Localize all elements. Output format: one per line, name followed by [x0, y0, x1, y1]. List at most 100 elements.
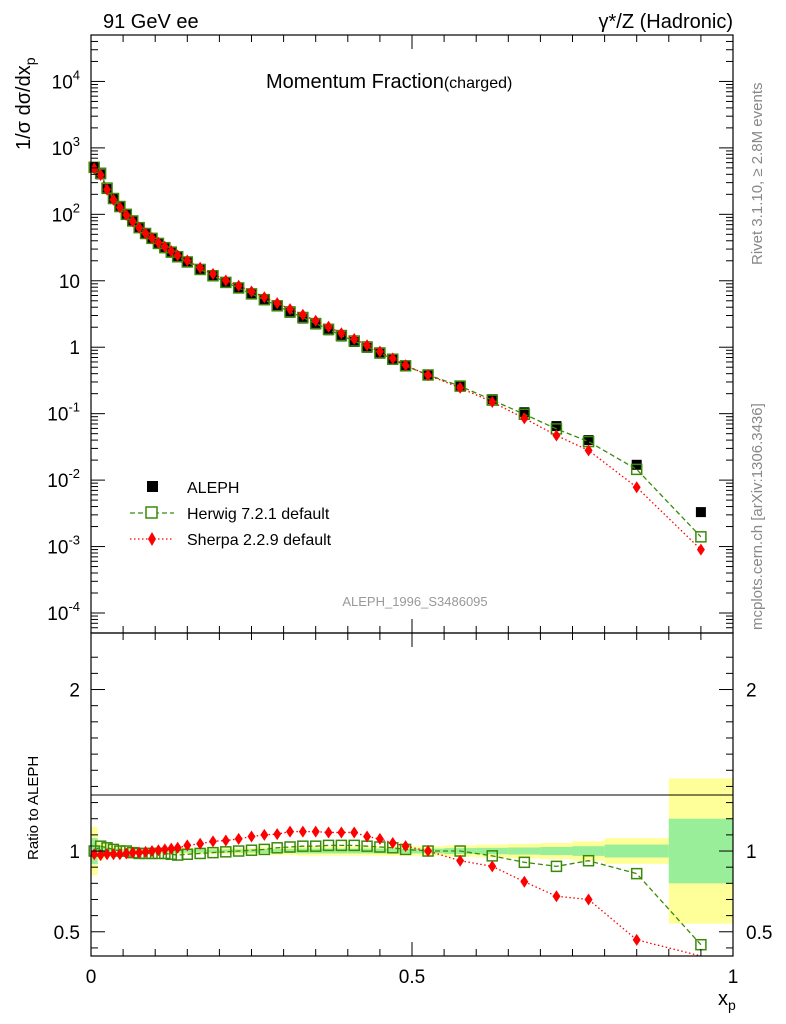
ratio-herwig-point: [232, 845, 245, 857]
ratio-sherpa-point: [247, 830, 256, 843]
main-sherpa-point: [115, 201, 124, 214]
main-sherpa-point: [324, 320, 333, 333]
main-aleph-point: [519, 407, 530, 418]
ratio-herwig-point: [309, 840, 322, 852]
x-tick-label: 0.5: [399, 967, 425, 988]
ratio-sherpa-point: [311, 825, 320, 838]
ratio-herwig-point: [207, 846, 219, 859]
ratio-herwig-point: [245, 844, 258, 856]
legend-marker-aleph: [147, 481, 158, 492]
ratio-sherpa-point: [96, 849, 105, 862]
main-panel: 10-4 10-3 10-2 10-1 1 10 102 103 104 Momentum Fr…: [13, 34, 734, 634]
x-tick-label: 0: [86, 967, 97, 988]
main-y-tick-label: 10: [59, 272, 80, 293]
ratio-sherpa-point: [160, 843, 169, 856]
x-tick-label: 1: [728, 967, 739, 988]
ratio-sherpa-point: [221, 834, 230, 847]
main-aleph-point: [695, 507, 706, 518]
main-sherpa-point: [160, 240, 169, 253]
legend: ALEPH Herwig 7.2.1 default Sherpa 2.2.9 …: [130, 480, 332, 549]
main-sherpa-point: [147, 232, 156, 245]
main-sherpa-point: [154, 236, 163, 249]
ratio-sherpa-point: [552, 890, 561, 903]
main-sherpa-point: [401, 359, 410, 372]
main-sherpa-point: [456, 381, 465, 394]
ratio-herwig-point: [297, 840, 309, 852]
legend-marker-herwig: [145, 506, 158, 519]
main-sherpa-point: [167, 245, 176, 258]
ratio-sherpa-point: [363, 830, 372, 843]
header-right-label: γ*/Z (Hadronic): [599, 11, 733, 33]
ratio-axis-ticks: 0.5 0.5 1 1 2 2 0 0.5 1: [54, 633, 772, 988]
ratio-sherpa-point: [632, 933, 641, 946]
main-herwig-line: [93, 166, 702, 538]
ratio-sherpa-line: [94, 830, 702, 957]
main-sherpa-point: [208, 267, 217, 280]
main-sherpa-point: [424, 369, 433, 382]
ratio-sherpa-point: [520, 875, 529, 888]
ratio-y-tick-label-left: 2: [69, 681, 80, 702]
ratio-band-stat: [193, 849, 207, 853]
main-y-tick-label: 10-4: [47, 599, 80, 625]
analysis-label: ALEPH_1996_S3486095: [342, 594, 487, 609]
ratio-sherpa-point: [135, 846, 144, 859]
ratio-herwig-point: [361, 840, 373, 852]
main-sherpa-point: [488, 395, 497, 408]
legend-marker-sherpa: [148, 532, 156, 546]
main-aleph-markers: [89, 162, 706, 518]
ratio-sherpa-point: [147, 845, 156, 858]
ratio-herwig-point: [335, 839, 348, 852]
rivet-label: Rivet 3.1.10, ≥ 2.8M events: [749, 83, 766, 266]
main-sherpa-point: [234, 279, 243, 292]
main-sherpa-point: [388, 352, 397, 365]
main-herwig-markers: [88, 161, 707, 543]
ratio-herwig-point: [348, 839, 360, 852]
ratio-band-stat: [219, 849, 233, 853]
ratio-sherpa-point: [234, 832, 243, 845]
ratio-sherpa-point: [103, 848, 112, 861]
ratio-sherpa-point: [128, 846, 137, 859]
legend-label-sherpa: Sherpa 2.2.9 default: [187, 532, 332, 549]
main-y-tick-label: 102: [52, 200, 80, 226]
main-title-sub: (charged): [444, 75, 512, 92]
ratio-herwig-point: [284, 841, 296, 853]
main-y-tick-label: 10-1: [47, 400, 80, 426]
ratio-herwig-point: [194, 847, 206, 860]
ratio-sherpa-point: [196, 837, 205, 850]
ratio-herwig-point: [518, 856, 531, 869]
ratio-sherpa-point: [208, 835, 217, 848]
ratio-herwig-point: [220, 846, 232, 858]
main-title-main: Momentum Fraction: [266, 71, 444, 93]
main-series-layer: [88, 161, 707, 556]
ratio-sherpa-point: [337, 826, 346, 839]
ratio-sherpa-point: [488, 860, 497, 873]
main-sherpa-point: [221, 274, 230, 287]
ratio-band-stat: [206, 849, 220, 853]
ratio-band-stat: [386, 848, 400, 854]
legend-label-herwig: Herwig 7.2.1 default: [187, 506, 330, 523]
ratio-sherpa-point: [350, 826, 359, 839]
ratio-herwig-point: [271, 842, 283, 854]
ratio-sherpa-line-group: [94, 830, 702, 957]
main-y-tick-label: 103: [52, 134, 80, 160]
ratio-band-stat: [283, 849, 297, 853]
ratio-sherpa-point: [375, 832, 384, 845]
main-sherpa-point: [375, 345, 384, 358]
main-sherpa-point: [260, 291, 269, 304]
main-sherpa-point: [103, 183, 112, 196]
main-sherpa-point: [109, 193, 118, 206]
ratio-herwig-point: [322, 839, 335, 852]
ratio-sherpa-point: [286, 825, 295, 838]
mcplots-label: mcplots.cern.ch [arXiv:1306.3436]: [749, 403, 766, 630]
x-axis-label: xp: [718, 988, 736, 1013]
main-sherpa-point: [141, 227, 150, 240]
ratio-sherpa-point: [324, 826, 333, 839]
main-herwig-point: [695, 531, 707, 543]
ratio-sherpa-point: [456, 854, 465, 867]
main-sherpa-point: [135, 221, 144, 234]
main-sherpa-point: [363, 339, 372, 352]
ratio-y-tick-label-right: 2: [746, 681, 757, 702]
main-sherpa-point: [584, 444, 593, 457]
ratio-band-stat: [270, 849, 284, 853]
